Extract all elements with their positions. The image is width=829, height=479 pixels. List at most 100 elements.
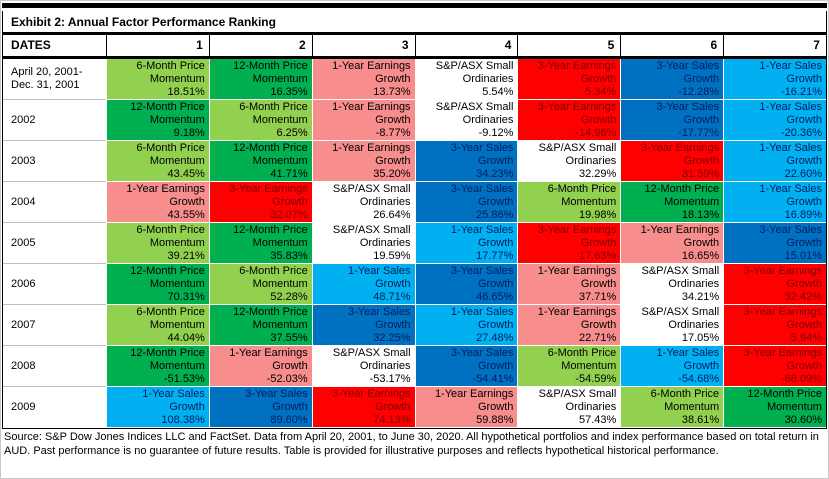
factor-return: 13.73%: [373, 85, 411, 98]
factor-cell: 6-Month Price Momentum 18.51%: [106, 59, 209, 100]
factor-name: 12-Month Price Momentum: [233, 59, 308, 85]
factor-name: 1-Year Earnings Growth: [126, 182, 205, 208]
factor-cell: 3-Year Earnings Growth 31.59%: [620, 141, 724, 182]
factor-name: 3-Year Sales Growth: [347, 305, 411, 331]
factor-return: -68.09%: [781, 372, 822, 385]
table-row: 2006 12-Month Price Momentum 70.31% 6-Month…: [3, 264, 826, 305]
factor-name: 3-Year Earnings Growth: [537, 100, 617, 126]
factor-cell: 6-Month Price Momentum 44.04%: [106, 305, 209, 346]
factor-name: 12-Month Price Momentum: [233, 223, 308, 249]
factor-name: 12-Month Price Momentum: [233, 141, 308, 167]
factor-cell: 1-Year Earnings Growth 13.73%: [311, 59, 415, 100]
factor-return: 32.42%: [784, 290, 822, 303]
factor-cell: 3-Year Earnings Growth 17.63%: [517, 223, 621, 264]
factor-name: S&P/ASX Small Ordinaries: [641, 305, 720, 331]
factor-cell: 3-Year Sales Growth -54.41%: [414, 346, 518, 387]
row-date: 2008: [3, 346, 106, 387]
factor-name: 3-Year Earnings Growth: [229, 182, 308, 208]
factor-cell: 1-Year Sales Growth -16.21%: [723, 59, 826, 100]
factor-name: 1-Year Earnings Growth: [332, 141, 411, 167]
factor-return: 6.25%: [276, 126, 308, 139]
factor-name: 3-Year Earnings Growth: [537, 223, 617, 249]
factor-name: S&P/ASX Small Ordinaries: [435, 59, 514, 85]
ranking-table: Exhibit 2: Annual Factor Performance Ran…: [2, 11, 827, 429]
table-row: 2002 12-Month Price Momentum 9.18% 6-Month …: [3, 100, 826, 141]
factor-name: 3-Year Sales Growth: [450, 346, 514, 372]
factor-name: 12-Month Price Momentum: [747, 387, 822, 413]
factor-name: 1-Year Sales Growth: [656, 346, 720, 372]
factor-cell: S&P/ASX Small Ordinaries 5.54%: [414, 59, 518, 100]
factor-cell: 1-Year Sales Growth 108.38%: [106, 387, 209, 428]
factor-name: 6-Month Price Momentum: [547, 182, 617, 208]
factor-name: 3-Year Sales Growth: [450, 141, 514, 167]
exhibit-title: Exhibit 2: Annual Factor Performance Ran…: [3, 11, 826, 35]
factor-return: 34.23%: [476, 167, 514, 180]
factor-return: 17.63%: [578, 249, 617, 262]
factor-return: 35.83%: [270, 249, 308, 262]
row-date: 2005: [3, 223, 106, 264]
factor-return: -54.59%: [575, 372, 617, 385]
factor-return: 5.94%: [790, 331, 822, 344]
factor-cell: 3-Year Sales Growth 32.25%: [311, 305, 415, 346]
factor-name: 3-Year Sales Growth: [450, 264, 514, 290]
factor-cell: 12-Month Price Momentum 41.71%: [208, 141, 312, 182]
factor-name: 1-Year Earnings Growth: [640, 223, 720, 249]
factor-name: 1-Year Earnings Growth: [434, 387, 514, 413]
row-date: 2004: [3, 182, 106, 223]
factor-return: 108.38%: [161, 413, 205, 426]
factor-return: 27.48%: [476, 331, 514, 344]
factor-cell: 12-Month Price Momentum 30.60%: [723, 387, 826, 428]
factor-return: -16.21%: [781, 85, 822, 98]
factor-name: 6-Month Price Momentum: [650, 387, 720, 413]
factor-return: 16.65%: [681, 249, 720, 262]
factor-return: 46.65%: [476, 290, 514, 303]
factor-return: -52.03%: [266, 372, 308, 385]
row-date: 2009: [11, 401, 36, 413]
factor-name: 3-Year Earnings Growth: [537, 59, 617, 85]
factor-return: -12.28%: [678, 85, 720, 98]
factor-return: 22.71%: [578, 331, 617, 344]
factor-name: 12-Month Price Momentum: [130, 346, 205, 372]
factor-return: 19.59%: [373, 249, 411, 262]
factor-cell: 12-Month Price Momentum 9.18%: [106, 100, 209, 141]
factor-name: 12-Month Price Momentum: [130, 100, 205, 126]
factor-name: S&P/ASX Small Ordinaries: [332, 346, 411, 372]
factor-name: 12-Month Price Momentum: [233, 305, 308, 331]
factor-name: 1-Year Sales Growth: [450, 223, 514, 249]
factor-cell: 3-Year Earnings Growth 5.34%: [517, 59, 621, 100]
factor-name: 1-Year Sales Growth: [759, 141, 822, 167]
factor-return: 48.71%: [373, 290, 411, 303]
factor-name: 1-Year Sales Growth: [450, 305, 514, 331]
row-date: April 20, 2001- Dec. 31, 2001: [3, 59, 106, 100]
factor-cell: S&P/ASX Small Ordinaries 17.05%: [620, 305, 724, 346]
factor-cell: 3-Year Sales Growth 34.23%: [414, 141, 518, 182]
factor-name: S&P/ASX Small Ordinaries: [332, 182, 411, 208]
factor-cell: 1-Year Earnings Growth -8.77%: [311, 100, 415, 141]
header-rank-7: 7: [723, 35, 826, 56]
factor-return: 16.35%: [270, 85, 308, 98]
factor-return: 5.54%: [482, 85, 514, 98]
factor-name: S&P/ASX Small Ordinaries: [538, 141, 617, 167]
factor-return: 57.43%: [578, 413, 617, 426]
row-date: 2002: [3, 100, 106, 141]
factor-name: 3-Year Sales Growth: [656, 59, 720, 85]
table-row: 2007 6-Month Price Momentum 44.04% 12-Month…: [3, 305, 826, 346]
factor-cell: 1-Year Earnings Growth 16.65%: [620, 223, 724, 264]
factor-name: S&P/ASX Small Ordinaries: [332, 223, 411, 249]
factor-cell: 12-Month Price Momentum 18.13%: [620, 182, 724, 223]
factor-name: 1-Year Sales Growth: [347, 264, 411, 290]
factor-cell: 1-Year Sales Growth -54.68%: [620, 346, 724, 387]
factor-return: -54.41%: [472, 372, 514, 385]
factor-name: 1-Year Earnings Growth: [537, 264, 617, 290]
table-row: 2008 12-Month Price Momentum -51.53% 1-Year…: [3, 346, 826, 387]
header-rank-5: 5: [517, 35, 620, 56]
factor-name: 1-Year Earnings Growth: [229, 346, 308, 372]
factor-cell: 3-Year Earnings Growth 32.42%: [723, 264, 826, 305]
factor-return: 44.04%: [167, 331, 205, 344]
factor-cell: 12-Month Price Momentum 16.35%: [208, 59, 312, 100]
factor-return: -20.36%: [781, 126, 822, 139]
factor-name: 6-Month Price Momentum: [136, 305, 205, 331]
factor-cell: 3-Year Sales Growth 25.86%: [414, 182, 518, 223]
